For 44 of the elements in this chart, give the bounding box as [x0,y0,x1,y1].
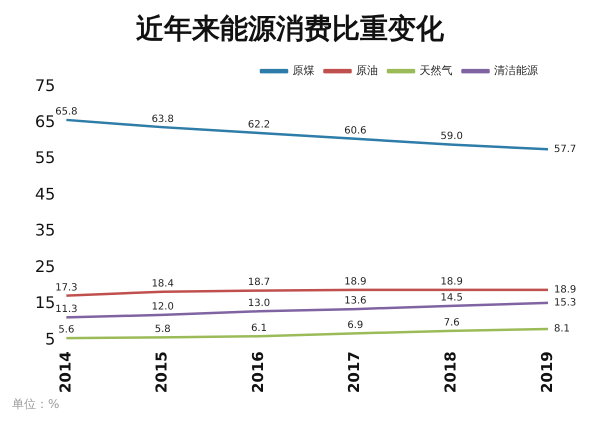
data-label: 18.9 [440,276,463,288]
y-tick-label: 15 [35,293,56,312]
y-tick-label: 35 [35,220,56,240]
data-label: 18.9 [344,276,366,288]
data-label: 13.6 [344,296,366,307]
y-tick-label: 65 [35,112,56,131]
legend-label: 清洁能源 [494,64,538,77]
x-tick-label: 2014 [56,351,74,393]
x-tick-label: 2017 [345,351,364,393]
data-label: 65.8 [55,106,78,118]
data-label: 15.3 [554,298,576,309]
y-tick-label: 5 [45,329,56,348]
y-tick-label: 75 [35,76,56,95]
chart-title: 近年来能源消费比重变化 [136,12,445,46]
data-label: 57.7 [554,144,576,155]
data-label: 14.5 [440,292,463,304]
data-label: 18.7 [248,277,270,288]
data-label: 63.8 [152,114,174,125]
data-label: 6.9 [347,320,364,331]
data-label: 12.0 [152,301,174,312]
x-tick-label: 2018 [442,351,460,393]
x-tick-label: 2019 [538,351,556,393]
data-label: 59.0 [440,131,463,142]
x-tick-label: 2015 [152,351,171,393]
data-label: 5.6 [58,324,74,336]
legend-label: 天然气 [420,64,452,77]
legend-label: 原油 [356,64,378,77]
data-label: 13.0 [248,298,270,309]
data-label: 6.1 [251,322,267,334]
data-label: 7.6 [444,317,460,328]
text: 单位：% [11,396,60,413]
data-label: 62.2 [248,120,270,131]
y-tick-label: 25 [35,256,56,276]
data-label: 11.3 [55,304,78,316]
data-label: 18.9 [554,284,576,296]
y-tick-label: 45 [35,184,56,204]
data-label: 18.4 [152,278,174,290]
y-tick-label: 55 [35,148,56,168]
x-tick-label: 2016 [248,351,267,393]
legend-label: 原煤 [292,64,314,77]
data-label: 17.3 [55,282,78,294]
data-label: 60.6 [344,125,366,136]
data-label: 5.8 [154,324,171,335]
data-label: 8.1 [554,324,570,335]
